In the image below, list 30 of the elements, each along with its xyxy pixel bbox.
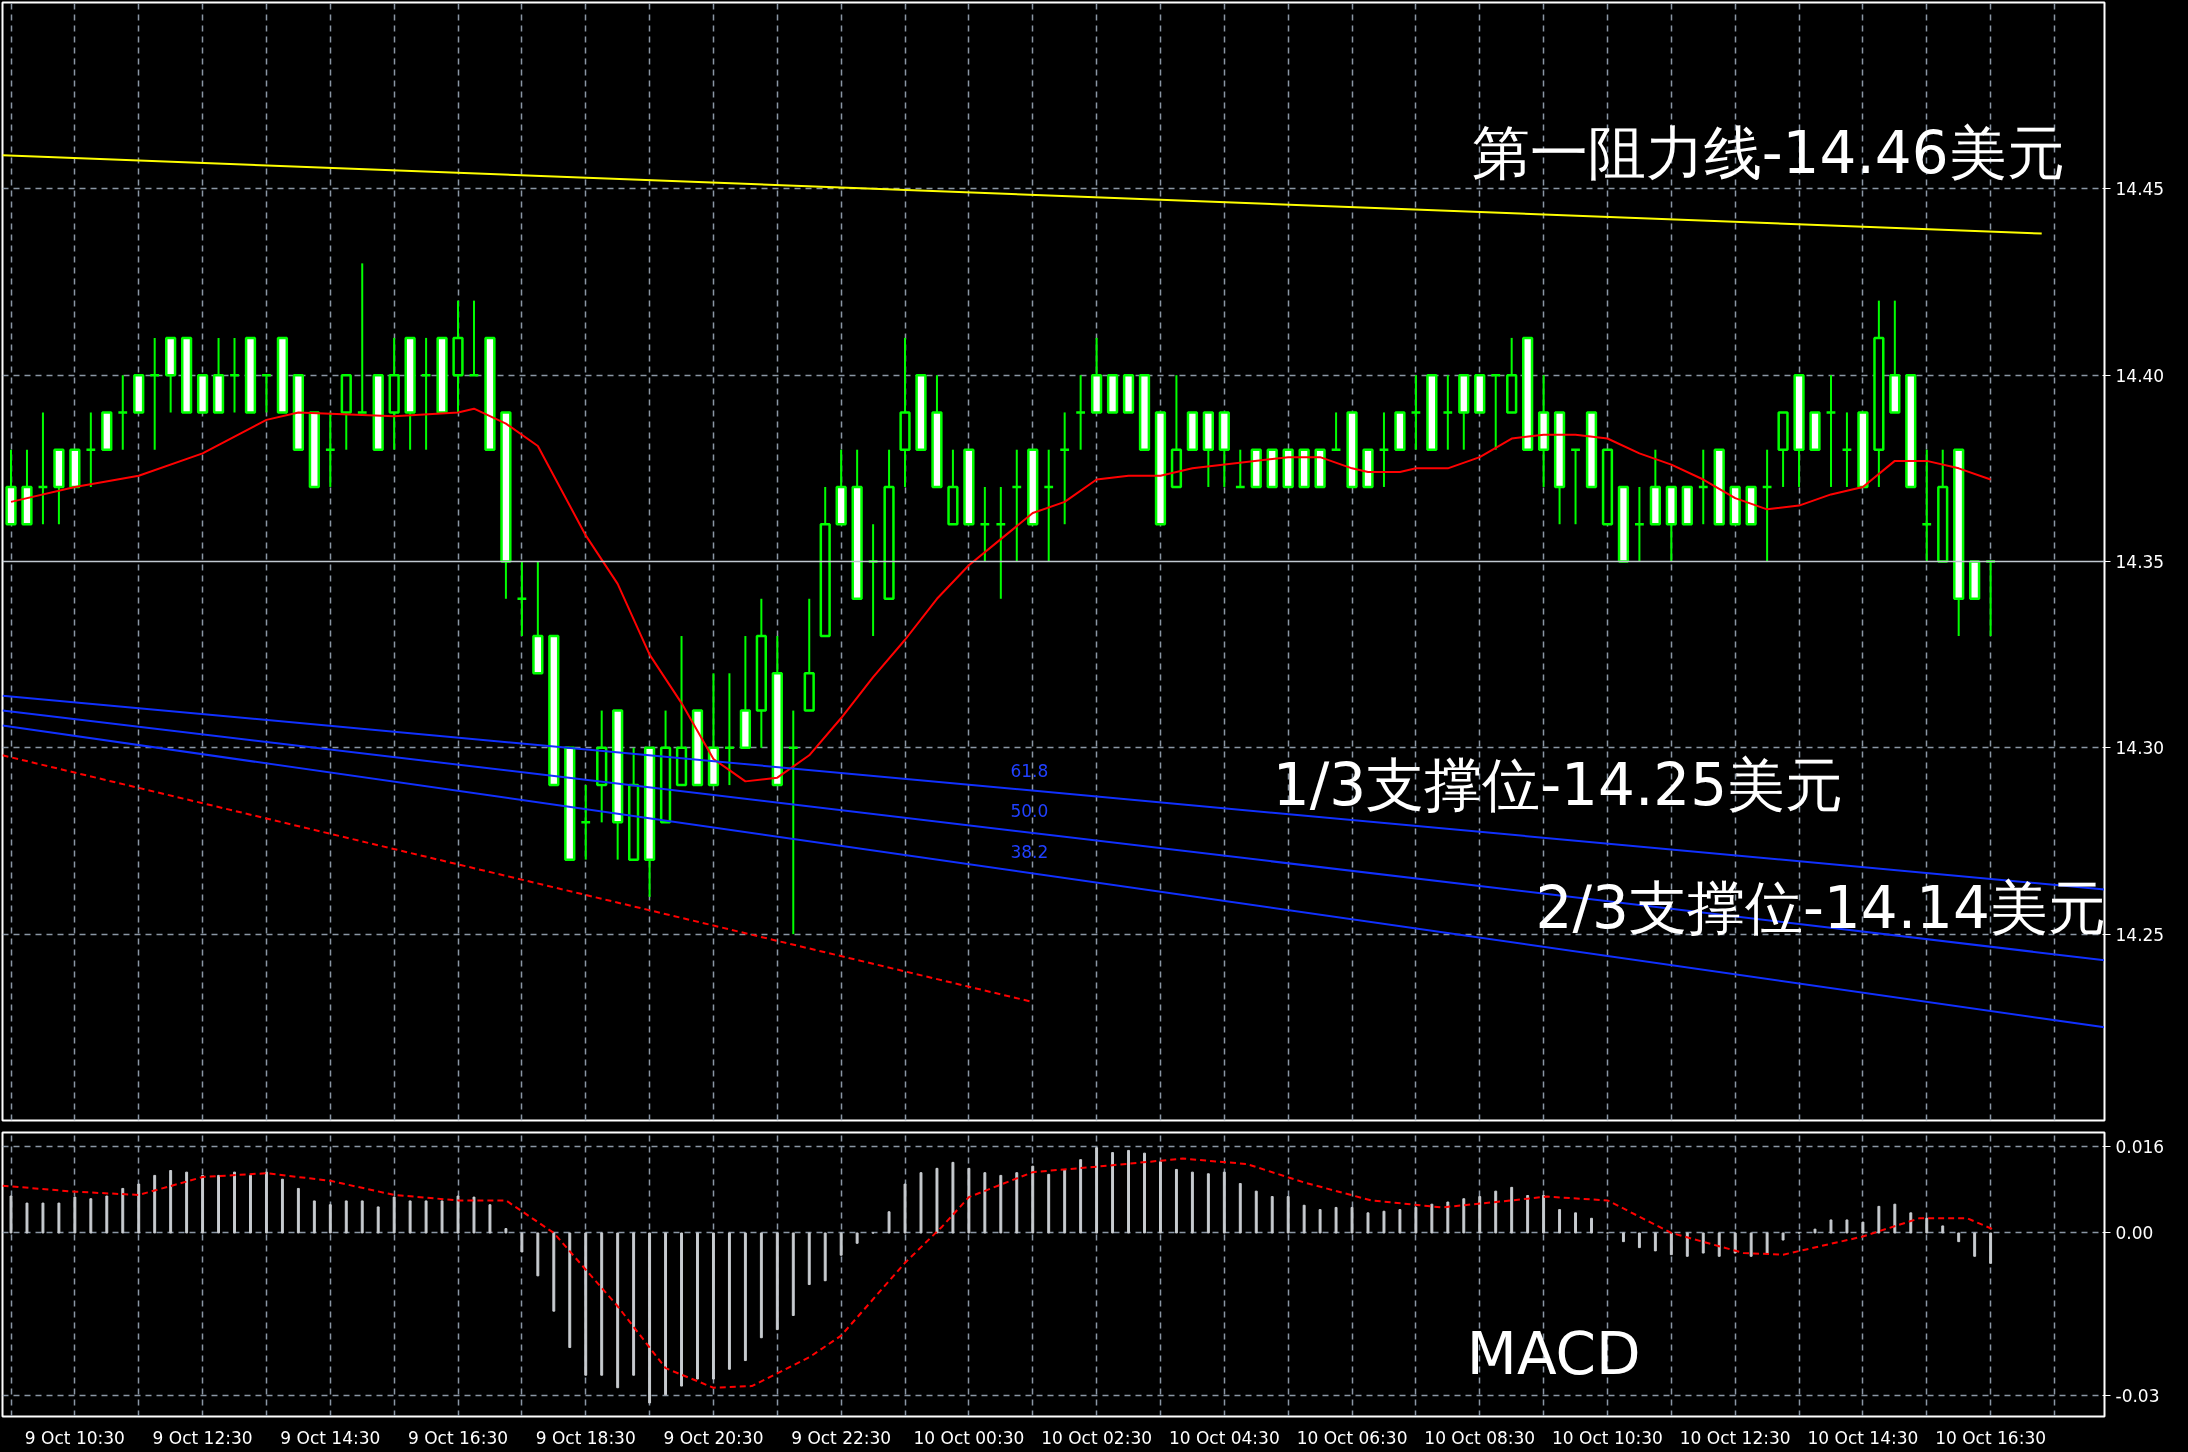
annotation: 1/3支撑位-14.25美元: [1272, 751, 1844, 820]
x-tick-label: 10 Oct 12:30: [1679, 1427, 1791, 1448]
x-tick-label: 9 Oct 18:30: [535, 1427, 636, 1448]
x-tick-label: 9 Oct 12:30: [152, 1427, 253, 1448]
x-tick-label: 10 Oct 06:30: [1296, 1427, 1408, 1448]
x-tick-label: 10 Oct 14:30: [1807, 1427, 1919, 1448]
x-tick-label: 10 Oct 08:30: [1424, 1427, 1536, 1448]
x-tick-label: 9 Oct 14:30: [280, 1427, 381, 1448]
y-tick-label: 14.40: [2115, 365, 2165, 386]
x-tick-label: 10 Oct 02:30: [1041, 1427, 1153, 1448]
x-tick-label: 10 Oct 10:30: [1552, 1427, 1663, 1448]
x-tick-label: 9 Oct 22:30: [791, 1427, 892, 1448]
x-tick-label: 9 Oct 20:30: [663, 1427, 764, 1448]
x-tick-label: 10 Oct 00:30: [913, 1427, 1025, 1448]
y-tick-label: 14.30: [2115, 738, 2165, 759]
x-tick-label: 10 Oct 04:30: [1168, 1427, 1280, 1448]
annotation: 61.8: [1010, 761, 1049, 782]
y-tick-label: 14.45: [2115, 179, 2165, 200]
annotation: 38.2: [1010, 841, 1049, 862]
ref-line-label: 14.35: [2115, 552, 2165, 572]
x-tick-label: 9 Oct 10:30: [24, 1427, 125, 1448]
annotation: MACD: [1466, 1320, 1641, 1389]
y-tick-label: 0.00: [2115, 1223, 2154, 1244]
x-tick-label: 10 Oct 16:30: [1935, 1427, 2047, 1448]
annotation: 50.0: [1010, 801, 1049, 822]
y-tick-label: -0.03: [2115, 1386, 2160, 1407]
y-tick-label: 14.25: [2115, 924, 2165, 945]
y-tick-label: 0.016: [2115, 1136, 2165, 1157]
x-tick-label: 9 Oct 16:30: [408, 1427, 509, 1448]
annotation: 第一阻力线-14.46美元: [1471, 119, 2065, 188]
